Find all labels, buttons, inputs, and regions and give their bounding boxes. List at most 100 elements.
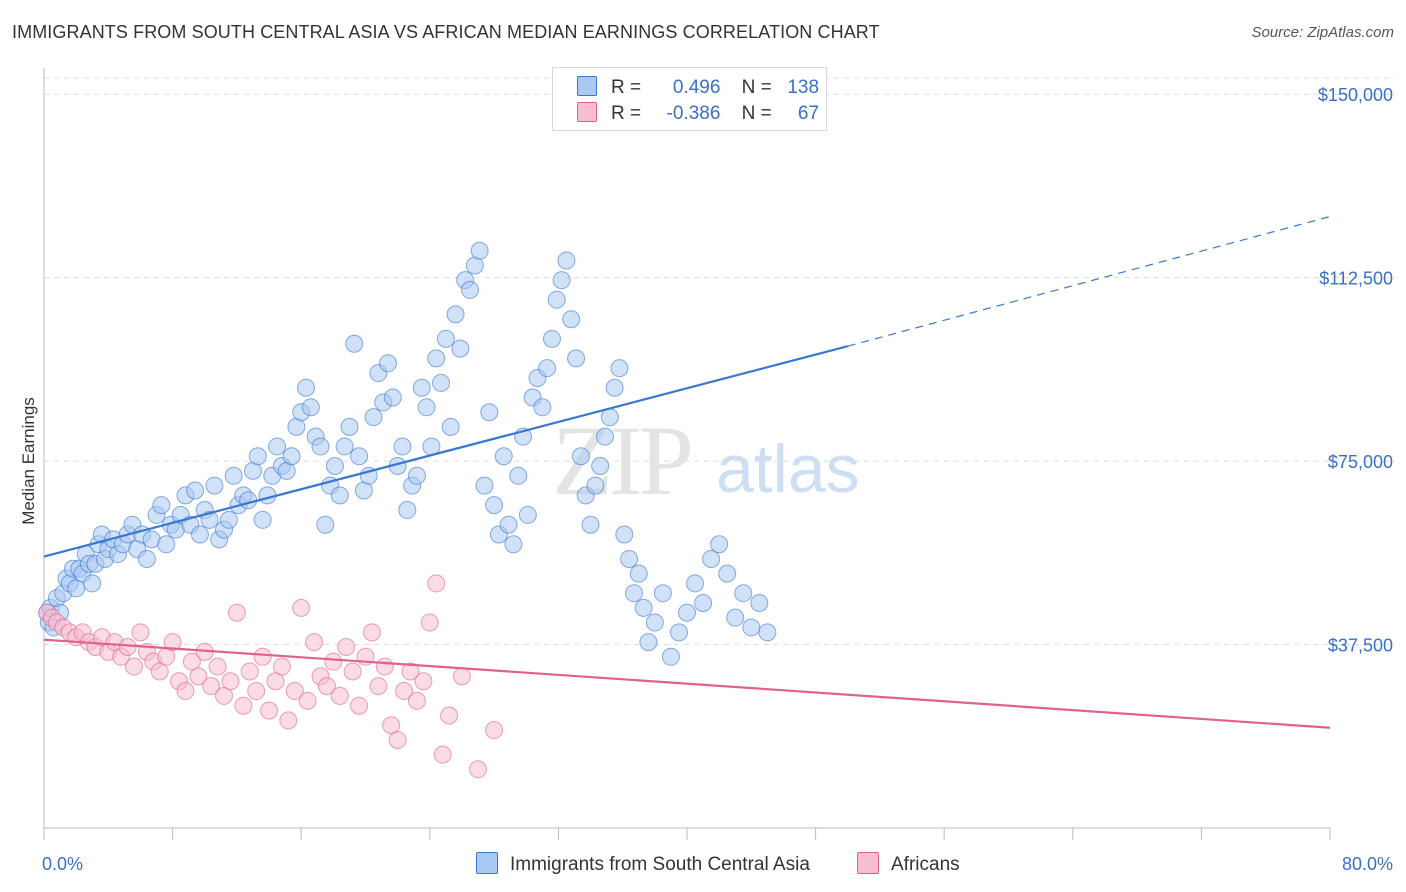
data-point-africans [272, 657, 291, 676]
data-point-south-central-asia [552, 271, 571, 290]
data-point-south-central-asia [248, 447, 267, 466]
data-point-south-central-asia [615, 525, 634, 544]
data-point-africans [279, 711, 298, 730]
data-point-africans [253, 647, 272, 666]
data-point-africans [292, 598, 311, 617]
legend-label: Africans [891, 854, 960, 875]
data-point-africans [350, 696, 369, 715]
data-point-africans [163, 633, 182, 652]
data-point-africans [221, 672, 240, 691]
watermark-zip: ZIP [552, 405, 690, 516]
y-tick-labels: $37,500 $75,000 $112,500 $150,000 [1318, 85, 1393, 655]
data-point-south-central-asia [152, 496, 171, 515]
y-tick-label: $75,000 [1328, 452, 1393, 472]
data-point-south-central-asia [282, 447, 301, 466]
data-point-south-central-asia [629, 564, 648, 583]
data-point-africans [125, 657, 144, 676]
data-point-africans [433, 745, 452, 764]
data-point-south-central-asia [538, 359, 557, 378]
data-point-south-central-asia [190, 525, 209, 544]
data-point-south-central-asia [316, 515, 335, 534]
data-point-south-central-asia [268, 437, 287, 456]
data-point-south-central-asia [686, 574, 705, 593]
data-point-south-central-asia [600, 408, 619, 427]
data-point-south-central-asia [200, 510, 219, 529]
n-label: N = [741, 77, 772, 98]
legend-label: Immigrants from South Central Asia [510, 854, 810, 875]
data-point-south-central-asia [239, 491, 258, 510]
data-point-south-central-asia [485, 496, 504, 515]
data-point-south-central-asia [446, 305, 465, 324]
data-point-south-central-asia [726, 608, 745, 627]
data-point-africans [427, 574, 446, 593]
data-point-south-central-asia [451, 339, 470, 358]
data-point-africans [401, 662, 420, 681]
data-point-south-central-asia [742, 618, 761, 637]
y-tick-label: $112,500 [1319, 269, 1393, 289]
data-point-south-central-asia [494, 447, 513, 466]
data-point-south-central-asia [422, 437, 441, 456]
data-point-south-central-asia [436, 329, 455, 348]
data-point-south-central-asia [653, 584, 672, 603]
data-point-south-central-asia [571, 447, 590, 466]
data-point-south-central-asia [325, 457, 344, 476]
data-point-africans [227, 603, 246, 622]
data-point-south-central-asia [567, 349, 586, 368]
data-point-south-central-asia [398, 501, 417, 520]
data-point-south-central-asia [340, 417, 359, 436]
data-point-south-central-asia [470, 241, 489, 260]
stats-legend: R = 0.496 N = 138 R = -0.386 N = 67 [552, 67, 827, 131]
data-point-africans [414, 672, 433, 691]
data-point-south-central-asia [83, 574, 102, 593]
data-point-south-central-asia [581, 515, 600, 534]
data-point-south-central-asia [734, 584, 753, 603]
data-point-south-central-asia [591, 457, 610, 476]
trend-line-south-central-asia [43, 345, 849, 558]
data-point-south-central-asia [393, 437, 412, 456]
x-tick-label-min: 0.0% [42, 854, 83, 874]
data-point-africans [285, 682, 304, 701]
chart-title: IMMIGRANTS FROM SOUTH CENTRAL ASIA VS AF… [12, 22, 880, 42]
legend-swatch-blue [577, 76, 597, 96]
n-value: 67 [797, 103, 820, 124]
data-point-south-central-asia [441, 417, 460, 436]
data-point-south-central-asia [350, 447, 369, 466]
axes [43, 68, 1331, 840]
data-point-south-central-asia [504, 535, 523, 554]
data-point-south-central-asia [157, 535, 176, 554]
data-points [38, 241, 777, 779]
data-point-south-central-asia [253, 510, 272, 529]
data-point-south-central-asia [710, 535, 729, 554]
r-value: 0.496 [672, 77, 721, 98]
data-point-south-central-asia [335, 437, 354, 456]
r-label: R = [611, 103, 642, 124]
data-point-africans [260, 701, 279, 720]
data-point-south-central-asia [186, 481, 205, 500]
data-point-africans [485, 721, 504, 740]
data-point-south-central-asia [518, 505, 537, 524]
data-point-south-central-asia [364, 408, 383, 427]
data-point-africans [202, 677, 221, 696]
data-point-south-central-asia [311, 437, 330, 456]
data-point-africans [388, 730, 407, 749]
trend-lines [43, 215, 1331, 729]
data-point-south-central-asia [417, 398, 436, 417]
data-point-africans [337, 638, 356, 657]
legend-swatch-blue [476, 852, 498, 874]
legend-swatch-pink [857, 852, 879, 874]
stats-legend-row-blue: R = 0.496 N = 138 [577, 76, 819, 100]
data-point-africans [247, 682, 266, 701]
data-point-south-central-asia [383, 388, 402, 407]
data-point-south-central-asia [634, 598, 653, 617]
data-point-south-central-asia [224, 466, 243, 485]
data-point-south-central-asia [460, 280, 479, 299]
stats-legend-row-pink: R = -0.386 N = 67 [577, 102, 819, 126]
data-point-south-central-asia [605, 378, 624, 397]
data-point-south-central-asia [533, 398, 552, 417]
y-axis-label: Median Earnings [19, 397, 38, 525]
data-point-africans [189, 667, 208, 686]
data-point-south-central-asia [620, 549, 639, 568]
data-point-south-central-asia [509, 466, 528, 485]
data-point-africans [420, 613, 439, 632]
